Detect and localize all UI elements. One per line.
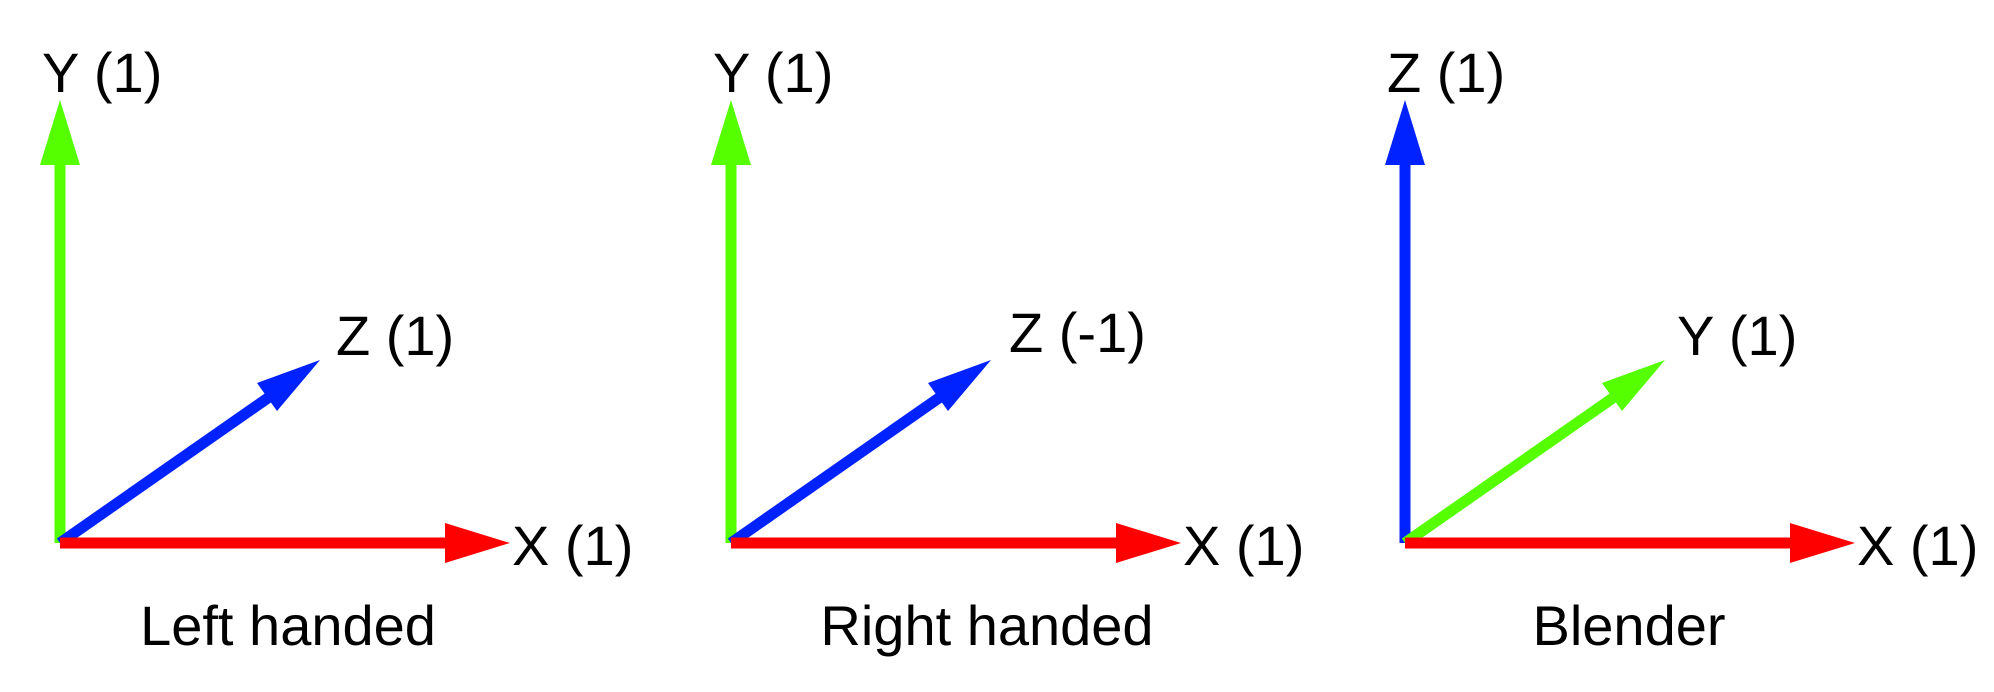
z-axis-arrowhead xyxy=(928,360,991,411)
diagonal-axis-label: Y (1) xyxy=(1677,304,1797,367)
y-axis-arrowhead xyxy=(40,100,80,165)
panel-caption: Left handed xyxy=(140,594,436,657)
diagonal-axis-label: Z (1) xyxy=(336,304,454,367)
x-axis-arrowhead xyxy=(445,523,510,563)
diagonal-axis-label: Z (-1) xyxy=(1009,301,1146,364)
panel-blender: Z (1) Y (1) X (1) Blender xyxy=(1385,41,1978,657)
up-axis-label: Z (1) xyxy=(1387,41,1505,104)
right-axis-label: X (1) xyxy=(512,514,633,577)
up-axis-label: Y (1) xyxy=(713,41,833,104)
y-axis-arrow xyxy=(1401,388,1624,548)
z-axis-arrow xyxy=(727,388,950,548)
panel-caption: Right handed xyxy=(820,594,1153,657)
z-axis-arrowhead xyxy=(257,360,320,411)
z-axis-arrow xyxy=(56,388,279,548)
x-axis-arrowhead xyxy=(1116,523,1181,563)
panel-right-handed: Y (1) Z (-1) X (1) Right handed xyxy=(711,41,1304,657)
panel-caption: Blender xyxy=(1532,594,1725,657)
up-axis-label: Y (1) xyxy=(42,41,162,104)
panel-left-handed: Y (1) Z (1) X (1) Left handed xyxy=(40,41,633,657)
y-axis-arrowhead xyxy=(1602,360,1665,411)
y-axis-arrowhead xyxy=(711,100,751,165)
z-axis-arrowhead xyxy=(1385,100,1425,165)
right-axis-label: X (1) xyxy=(1857,514,1978,577)
right-axis-label: X (1) xyxy=(1183,514,1304,577)
x-axis-arrowhead xyxy=(1790,523,1855,563)
